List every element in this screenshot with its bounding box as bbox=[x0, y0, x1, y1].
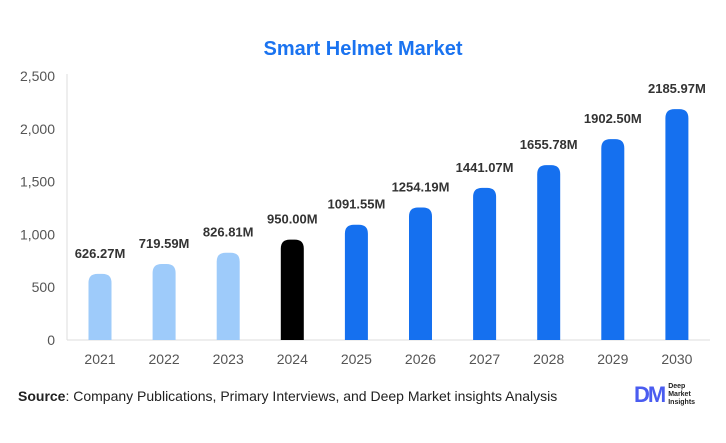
data-label: 1254.19M bbox=[392, 180, 450, 195]
x-tick-label: 2026 bbox=[405, 351, 436, 367]
data-label: 1091.55M bbox=[327, 197, 385, 212]
y-tick-label: 500 bbox=[32, 279, 56, 295]
data-label: 719.59M bbox=[139, 236, 190, 251]
x-tick-label: 2030 bbox=[661, 351, 692, 367]
y-tick-label: 1,000 bbox=[20, 226, 55, 242]
source-note: Source: Company Publications, Primary In… bbox=[18, 388, 557, 404]
x-tick-label: 2025 bbox=[341, 351, 372, 367]
bar bbox=[88, 273, 112, 340]
y-tick-label: 2,000 bbox=[20, 121, 55, 137]
x-tick-label: 2024 bbox=[277, 351, 308, 367]
data-label: 626.27M bbox=[75, 246, 126, 261]
bar bbox=[473, 187, 497, 340]
bar bbox=[601, 139, 625, 340]
bar bbox=[665, 109, 689, 341]
x-tick-label: 2027 bbox=[469, 351, 500, 367]
bar bbox=[537, 165, 561, 340]
x-tick-label: 2029 bbox=[597, 351, 628, 367]
bar bbox=[152, 264, 176, 340]
bar bbox=[344, 224, 368, 340]
data-label: 1441.07M bbox=[456, 160, 514, 175]
data-label: 1655.78M bbox=[520, 137, 578, 152]
source-label: Source bbox=[18, 388, 66, 404]
logo-mark: DM bbox=[634, 382, 666, 407]
bar bbox=[280, 239, 304, 340]
data-label: 826.81M bbox=[203, 225, 254, 240]
y-tick-label: 1,500 bbox=[20, 174, 55, 190]
data-label: 950.00M bbox=[267, 212, 318, 227]
data-label: 2185.97M bbox=[648, 81, 706, 96]
bar bbox=[409, 207, 432, 340]
chart-title: Smart Helmet Market bbox=[263, 38, 463, 60]
logo-word: Market bbox=[668, 391, 691, 398]
logo: DM Deep Market Insights bbox=[634, 382, 695, 408]
x-tick-label: 2022 bbox=[149, 351, 180, 367]
y-tick-label: 0 bbox=[47, 332, 55, 348]
logo-word: Insights bbox=[668, 399, 696, 406]
x-tick-label: 2028 bbox=[533, 351, 564, 367]
data-label: 1902.50M bbox=[584, 111, 642, 126]
x-tick-label: 2023 bbox=[213, 351, 244, 367]
source-text: : Company Publications, Primary Intervie… bbox=[65, 388, 558, 404]
bar bbox=[216, 252, 240, 340]
logo-word: Deep bbox=[668, 383, 686, 390]
logo-text: Deep Market Insights bbox=[668, 383, 695, 407]
x-tick-label: 2021 bbox=[84, 351, 115, 367]
y-tick-label: 2,500 bbox=[20, 68, 55, 84]
